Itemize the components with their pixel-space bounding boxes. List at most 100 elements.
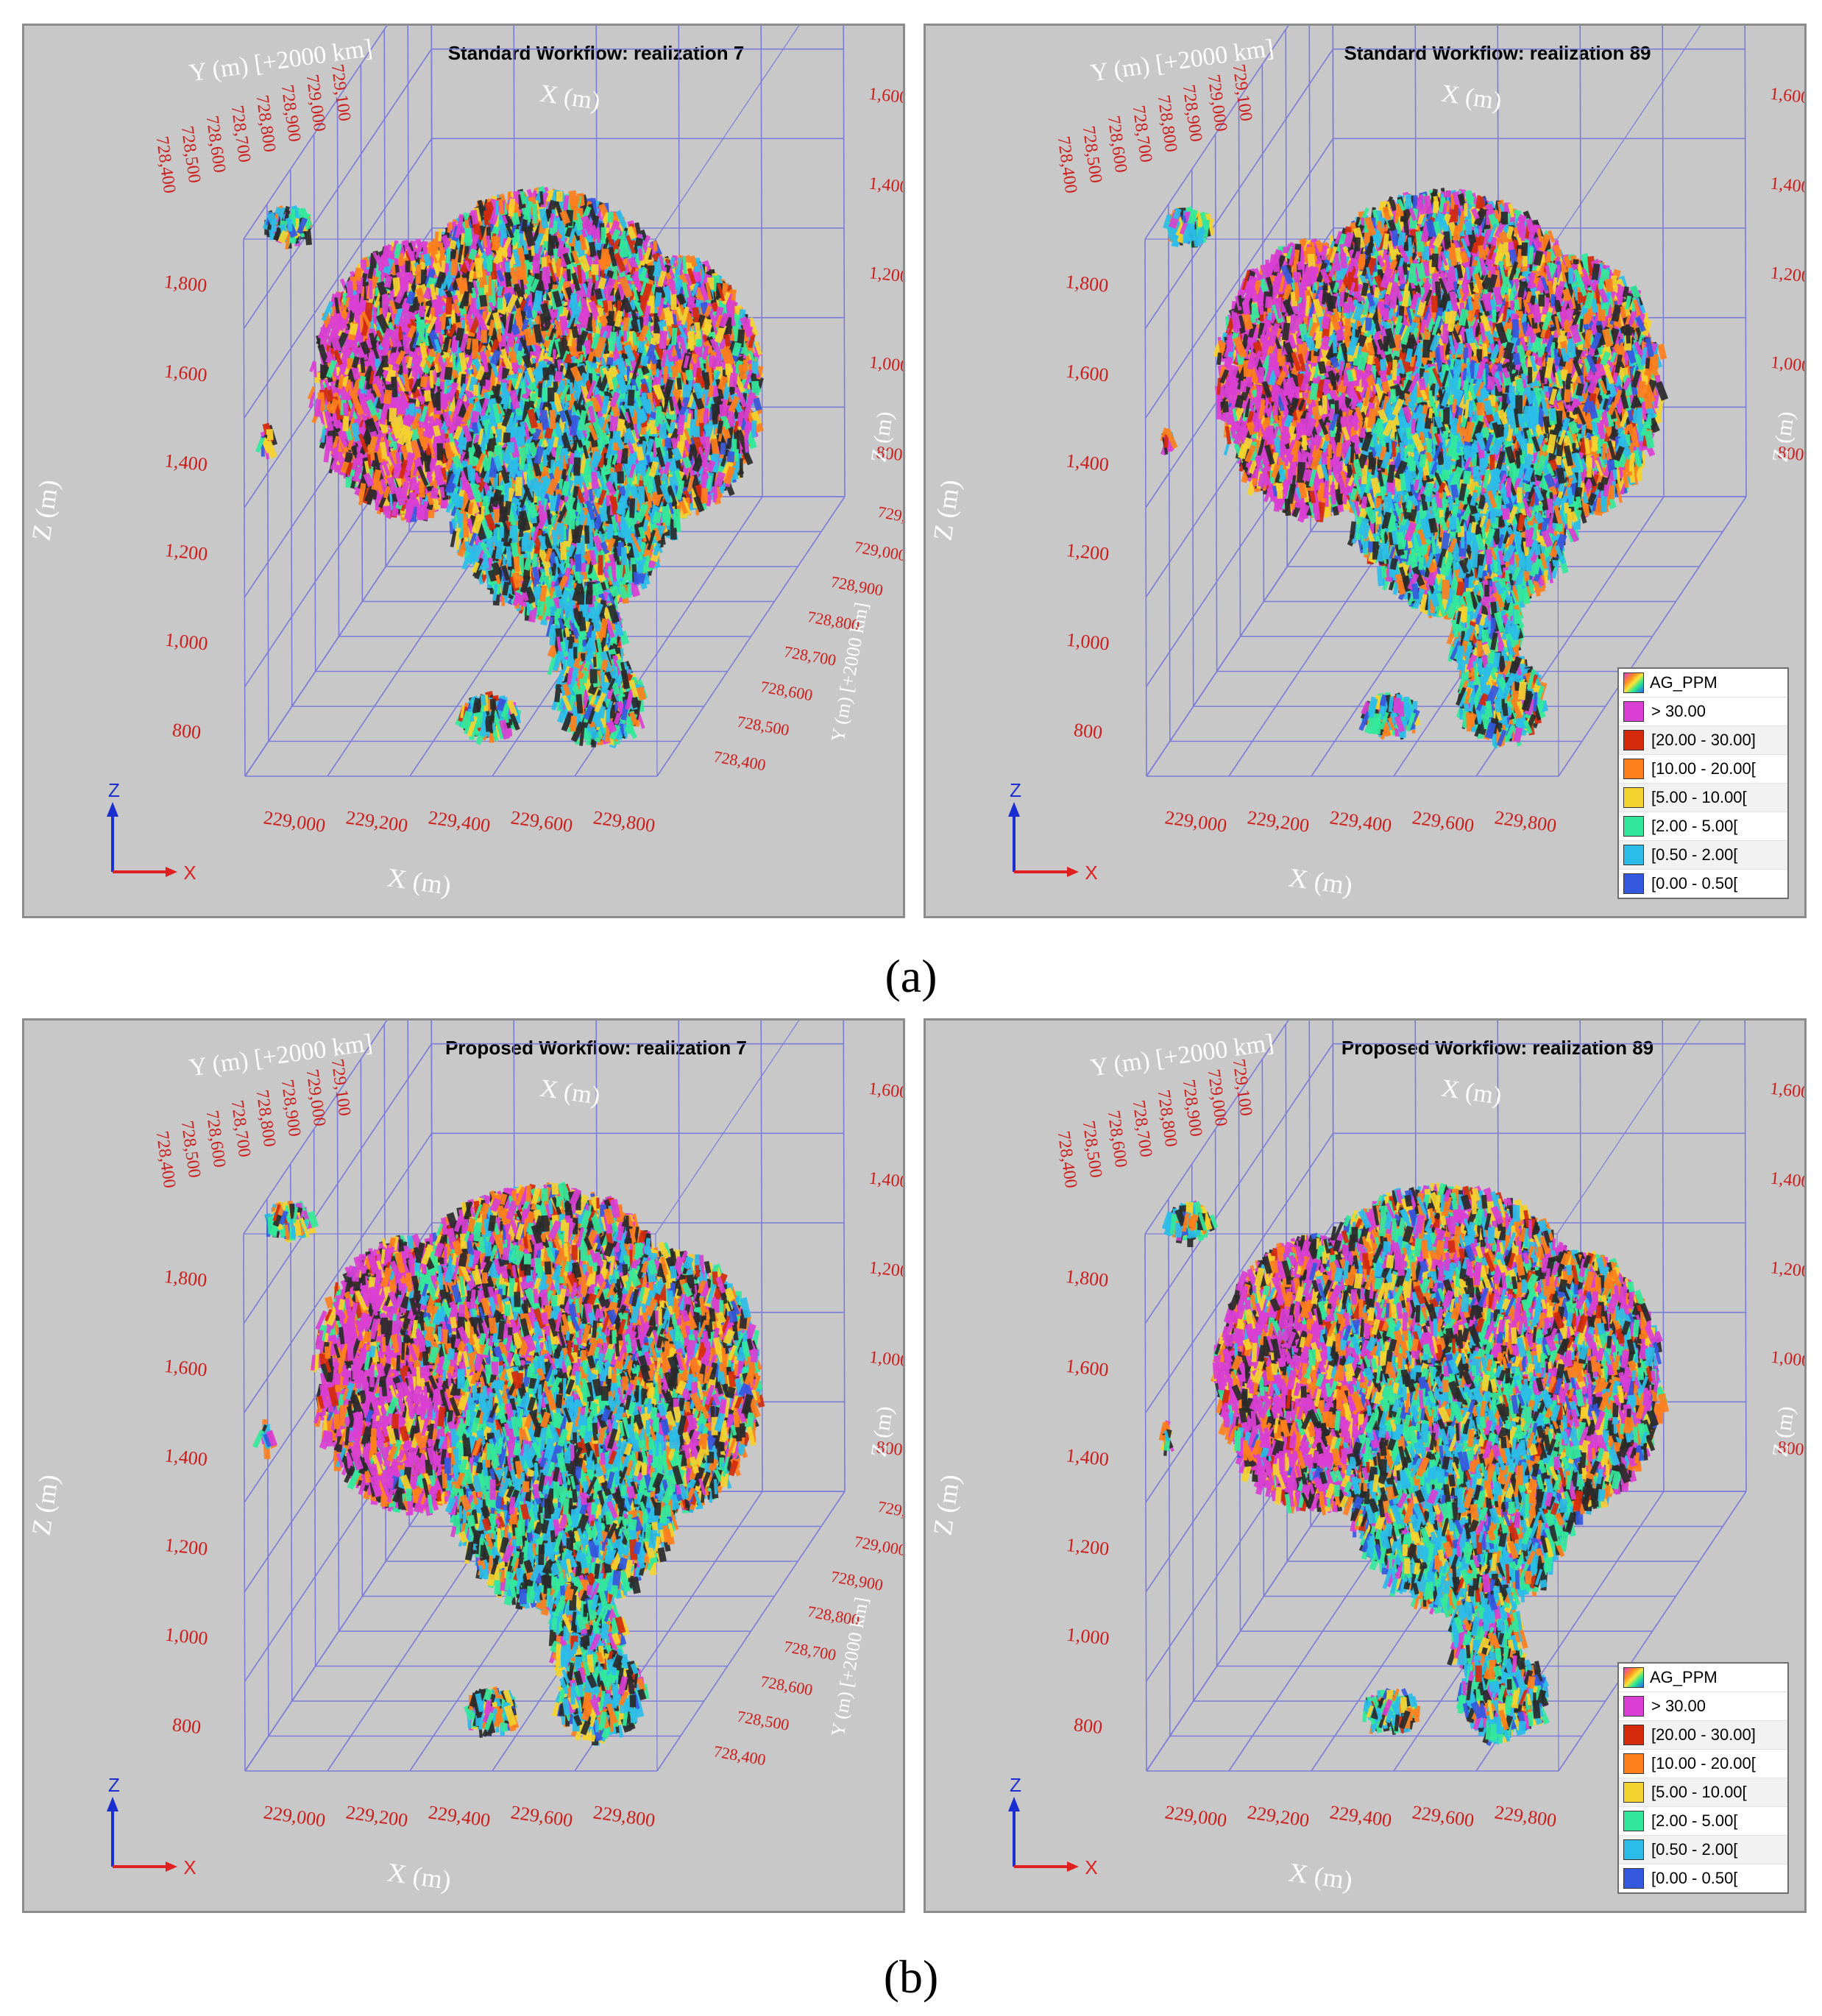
x-tick-label: 229,600 [1411, 1801, 1475, 1831]
orientation-triad: ZX [1008, 1774, 1098, 1878]
y-tick-label: 728,700 [1129, 1099, 1156, 1159]
orebody-outlier-small [1160, 427, 1177, 455]
triad-z-label: Z [108, 1774, 120, 1796]
z-tick-label: 1,000 [164, 629, 209, 655]
orebody-satellite [1362, 1688, 1420, 1735]
z-axis-title: Z (m) [26, 478, 64, 542]
z-axis-title: Z (m) [26, 1472, 64, 1537]
z-tick-label-right: 1,200 [1770, 1258, 1804, 1282]
y-tick-label: 728,600 [1104, 1110, 1131, 1169]
z-tick-label: 800 [1073, 1714, 1104, 1738]
x-axis-title-top: X (m) [1439, 1075, 1503, 1110]
orebody-model [1159, 1182, 1670, 1746]
triad-x-label: X [183, 1856, 196, 1878]
y-tick-label: 729,100 [1229, 1058, 1256, 1118]
triad-x-label: X [183, 862, 196, 884]
legend-swatch [1623, 759, 1644, 779]
x-axis-title-top: X (m) [538, 1075, 602, 1110]
z-tick-label: 1,200 [163, 1534, 208, 1560]
legend-swatch [1623, 1696, 1644, 1717]
legend-item: [20.00 - 30.00] [1619, 725, 1787, 754]
legend-item: [0.50 - 2.00[ [1619, 1835, 1787, 1864]
legend-item: [2.00 - 5.00[ [1619, 1806, 1787, 1835]
x-tick-label: 229,800 [592, 806, 656, 836]
orebody-satellite [464, 1686, 519, 1738]
z-tick-label: 1,400 [163, 1444, 208, 1470]
legend-label: [20.00 - 30.00] [1651, 731, 1756, 750]
z-tick-label-right: 1,400 [868, 174, 903, 197]
legend-swatch [1623, 873, 1644, 894]
z-tick-label: 800 [1073, 719, 1104, 743]
legend-label: [10.00 - 20.00[ [1651, 1754, 1756, 1773]
legend-swatch [1623, 701, 1644, 722]
z-tick-label: 1,600 [163, 1355, 208, 1381]
z-tick-label-right: 1,600 [868, 85, 903, 108]
y-tick-label: 728,500 [1079, 1120, 1106, 1179]
x-tick-label: 229,800 [1493, 1801, 1558, 1831]
x-axis-title: X (m) [1287, 1857, 1355, 1895]
z-tick-label: 800 [171, 1714, 202, 1738]
y-tick-label: 728,600 [202, 1110, 230, 1169]
z-tick-label: 1,200 [1065, 539, 1110, 565]
y-tick-label: 728,700 [227, 1099, 255, 1159]
y-tick-label-front: 729,000 [853, 537, 903, 564]
color-legend: AG_PPM > 30.00 [20.00 - 30.00] [10.00 - 20.… [1617, 1662, 1789, 1894]
x-tick-label: 229,800 [1493, 806, 1558, 836]
orebody-model [252, 1182, 765, 1746]
z-axis-title: Z (m) [928, 478, 965, 542]
legend-swatch [1623, 1811, 1644, 1831]
legend-label: [20.00 - 30.00] [1651, 1725, 1756, 1745]
z-tick-label: 1,600 [1065, 1355, 1110, 1381]
legend-item: [10.00 - 20.00[ [1619, 1749, 1787, 1778]
x-tick-label: 229,200 [1246, 806, 1311, 836]
color-ramp-icon [1623, 672, 1644, 693]
z-tick-label: 1,000 [1066, 1624, 1110, 1650]
y-tick-label: 728,500 [1079, 125, 1106, 185]
triad-x-label: X [1085, 862, 1097, 884]
y-tick-label-front: 729,100 [876, 1497, 903, 1525]
x-tick-label: 229,400 [1328, 1801, 1393, 1831]
legend-swatch [1623, 845, 1644, 865]
y-tick-label: 728,900 [1179, 1079, 1206, 1138]
legend-item: > 30.00 [1619, 1692, 1787, 1720]
triad-x-label: X [1085, 1856, 1097, 1878]
y-tick-label-front: 728,500 [736, 712, 791, 739]
y-tick-label: 728,800 [252, 1089, 280, 1149]
x-axis-title-top: X (m) [538, 80, 602, 116]
viewer-panel[interactable]: Proposed Workflow: realization 7 229,000 2… [22, 1018, 905, 1913]
color-ramp-icon [1623, 1667, 1644, 1688]
viewer-panel[interactable]: Standard Workflow: realization 7 229,000 2… [22, 24, 905, 918]
orebody-outlier-top [264, 1201, 319, 1243]
x-tick-label: 229,000 [1163, 1801, 1228, 1831]
legend-swatch [1623, 1725, 1644, 1745]
y-tick-label-front: 728,400 [712, 747, 768, 774]
3d-scene[interactable]: 229,000229,200229,400229,600229,800229,0… [24, 26, 903, 916]
y-tick-label-front: 728,700 [782, 1637, 837, 1664]
viewer-panel[interactable]: Proposed Workflow: realization 89 229,000… [924, 1018, 1807, 1913]
z-tick-label: 1,200 [1065, 1534, 1110, 1560]
y-tick-label: 728,400 [152, 1130, 180, 1190]
3d-scene[interactable]: 229,000229,200229,400229,600229,800229,0… [24, 1021, 903, 1911]
x-axis-title: X (m) [386, 862, 453, 901]
legend-item: [20.00 - 30.00] [1619, 1720, 1787, 1749]
y-tick-label: 728,800 [252, 94, 280, 154]
z-tick-label: 1,000 [164, 1624, 209, 1650]
orebody-outlier-small [1159, 1420, 1174, 1456]
legend-swatch [1623, 1839, 1644, 1860]
legend-item: [0.00 - 0.50[ [1619, 1864, 1787, 1892]
z-tick-label-right: 1,200 [1770, 263, 1804, 287]
legend-swatch [1623, 1753, 1644, 1774]
z-tick-label-right: 1,600 [1769, 85, 1804, 108]
legend-item: [0.50 - 2.00[ [1619, 840, 1787, 869]
z-tick-label: 800 [171, 719, 202, 743]
legend-label: [2.00 - 5.00[ [1651, 817, 1737, 836]
viewer-panel[interactable]: Standard Workflow: realization 89 229,000… [924, 24, 1807, 918]
legend-swatch [1623, 816, 1644, 837]
y-tick-label-front: 728,400 [712, 1742, 768, 1769]
legend-swatch [1623, 730, 1644, 750]
legend-label: [5.00 - 10.00[ [1651, 788, 1747, 807]
y-tick-label: 729,100 [1229, 63, 1256, 123]
z-tick-label: 1,600 [1065, 361, 1110, 386]
legend-item: [0.00 - 0.50[ [1619, 869, 1787, 898]
x-tick-label: 229,000 [1163, 806, 1228, 836]
